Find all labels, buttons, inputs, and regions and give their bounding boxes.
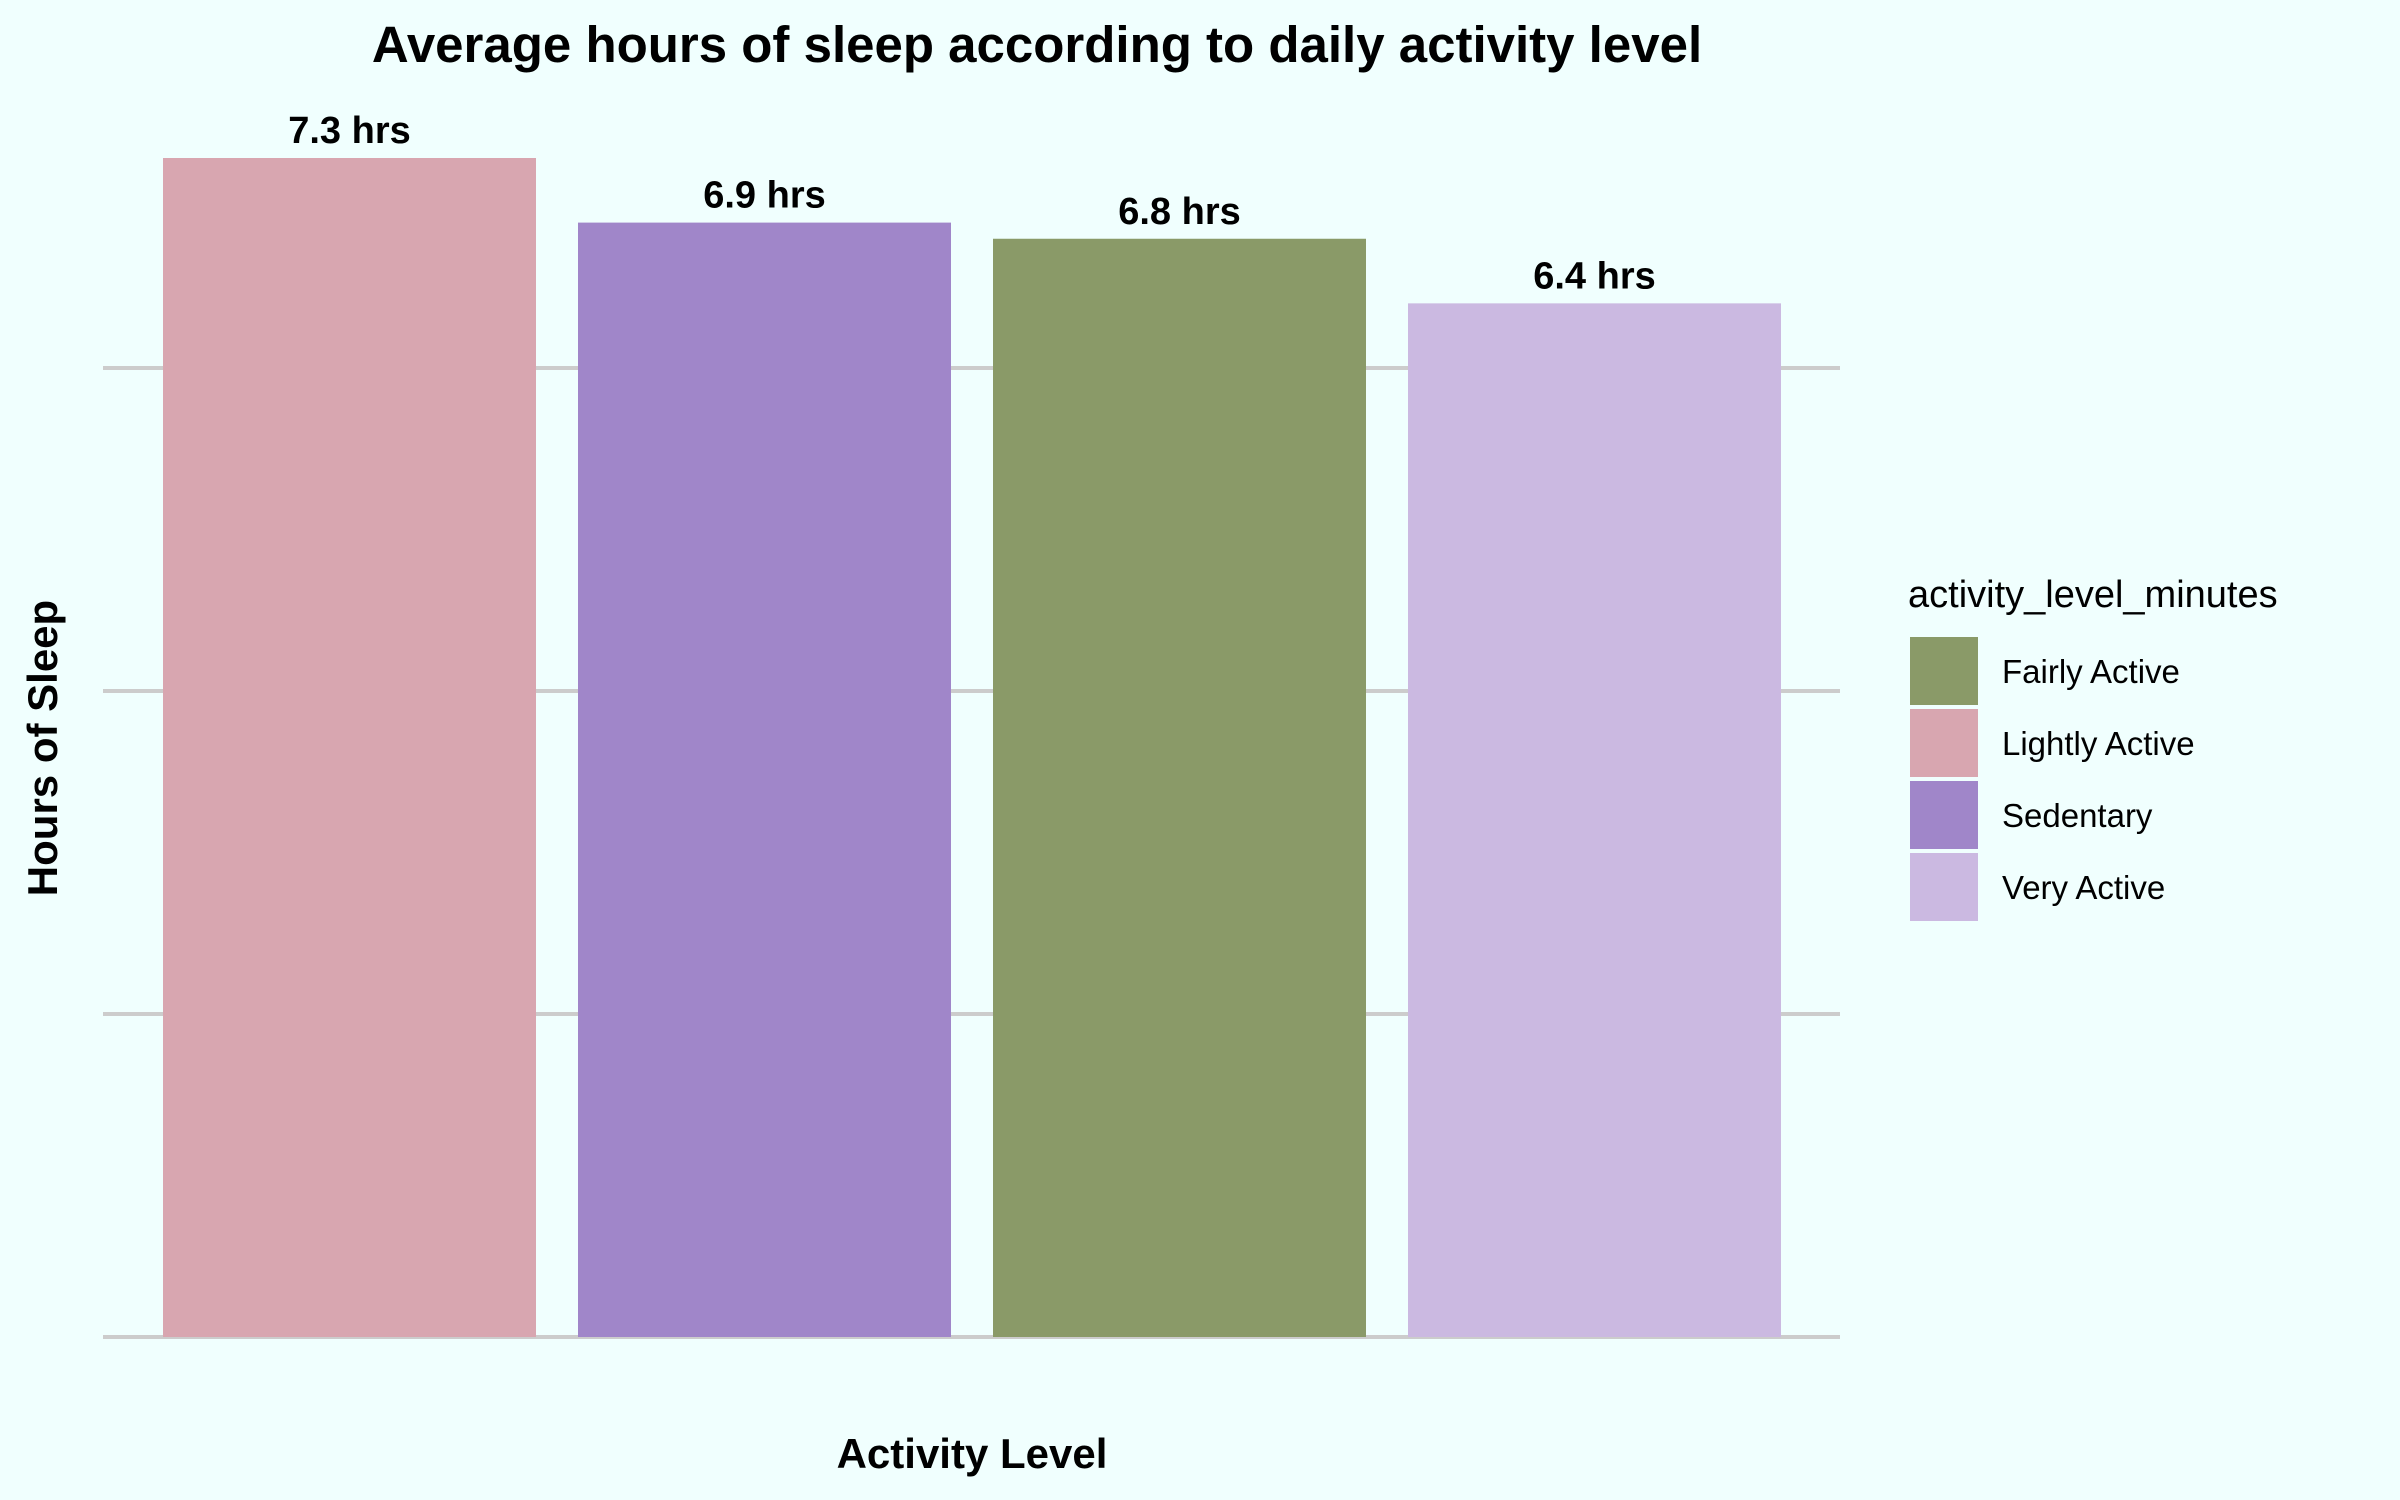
bar-fairly-active	[993, 238, 1366, 1337]
bars	[163, 158, 1781, 1337]
y-axis-title: Hours of Sleep	[19, 600, 66, 896]
legend-label-1: Lightly Active	[2002, 725, 2195, 762]
legend-swatch-1	[1910, 709, 1978, 777]
legend-swatch-3	[1910, 853, 1978, 921]
bar-sedentary	[578, 222, 951, 1337]
bar-very-active	[1408, 303, 1781, 1337]
legend-entries: Fairly Active Lightly Active Sedentary Very…	[1910, 637, 2195, 921]
data-label-0: 7.3 hrs	[288, 110, 411, 152]
data-label-2: 6.8 hrs	[1118, 191, 1241, 233]
data-label-1: 6.9 hrs	[703, 175, 826, 217]
chart-title: Average hours of sleep according to dail…	[372, 16, 1702, 73]
data-labels: 7.3 hrs 6.9 hrs 6.8 hrs 6.4 hrs	[288, 110, 1656, 297]
bar-lightly-active	[163, 158, 536, 1337]
legend-swatch-2	[1910, 781, 1978, 849]
legend-title: activity_level_minutes	[1908, 574, 2278, 616]
legend-label-2: Sedentary	[2002, 797, 2153, 834]
legend-label-0: Fairly Active	[2002, 653, 2180, 690]
data-label-3: 6.4 hrs	[1533, 255, 1656, 297]
legend: activity_level_minutes Fairly Active Ligh…	[1908, 574, 2278, 921]
legend-swatch-0	[1910, 637, 1978, 705]
x-axis-title: Activity Level	[837, 1430, 1108, 1477]
legend-label-3: Very Active	[2002, 869, 2165, 906]
